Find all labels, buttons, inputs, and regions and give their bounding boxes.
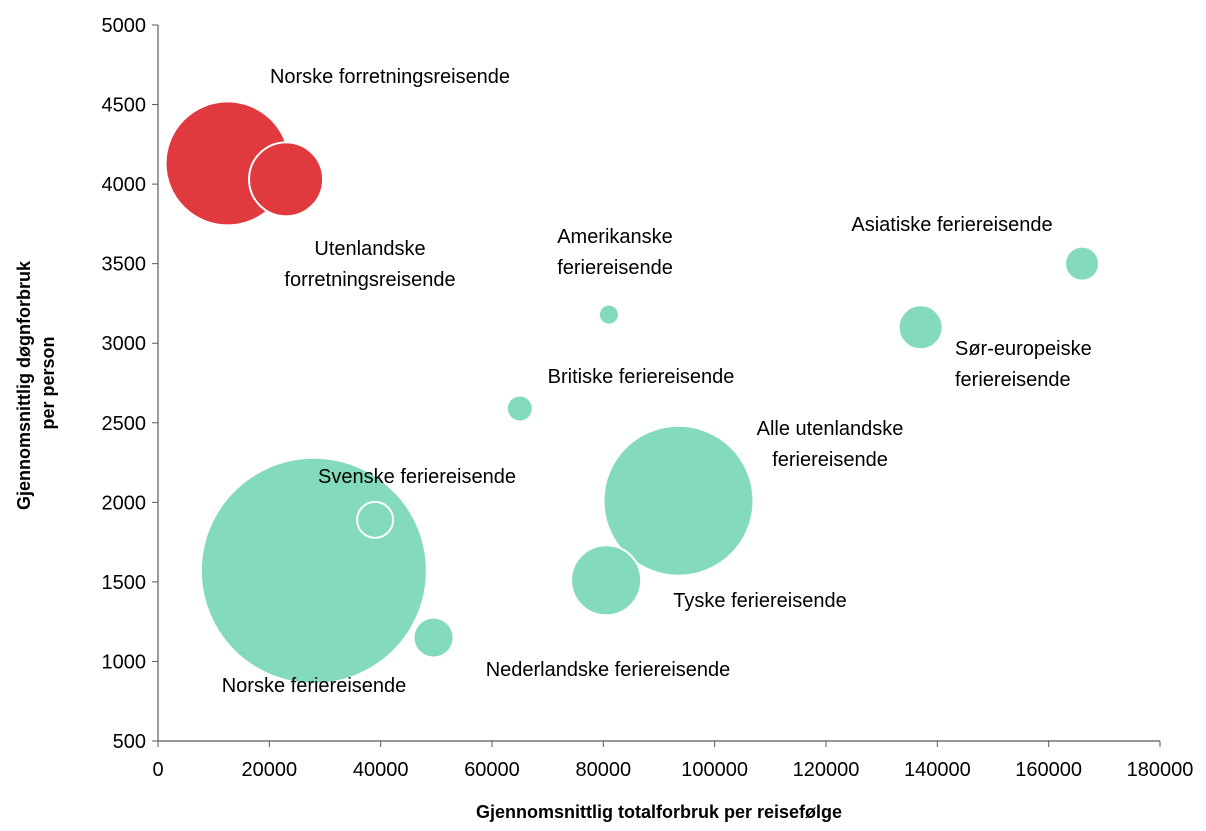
y-tick-label: 5000 [102, 15, 147, 37]
bubble-label-line: Norske forretningsreisende [270, 66, 510, 88]
bubble-label-line: Utenlandske [314, 238, 425, 260]
bubble [897, 304, 944, 351]
x-tick-label: 100000 [681, 759, 748, 781]
x-tick-label: 140000 [904, 759, 971, 781]
bubble-label-line: Nederlandske feriereisende [486, 659, 731, 681]
y-tick-label: 3000 [102, 333, 147, 355]
x-tick-label: 120000 [793, 759, 860, 781]
y-tick-label: 3500 [102, 254, 147, 276]
bubble-label-line: forretningsreisende [284, 269, 455, 291]
bubble [602, 424, 755, 577]
y-tick-label: 2500 [102, 413, 147, 435]
bubble-label-line: feriereisende [955, 369, 1071, 391]
bubble-label-line: feriereisende [557, 257, 673, 279]
bubble [356, 500, 395, 539]
bubble-label: Sør-europeiske feriereisende [955, 338, 1092, 391]
bubble-label-line: Asiatiske feriereisende [851, 214, 1052, 236]
bubble-label-line: feriereisende [772, 449, 888, 471]
bubble-label-line: Sør-europeiske [955, 338, 1092, 360]
y-tick-label: 2000 [102, 492, 147, 514]
bubble-label-line: Amerikanske [557, 226, 673, 248]
bubble-label: Norske feriereisende [222, 675, 407, 697]
x-tick-label: 20000 [242, 759, 298, 781]
x-tick-label: 40000 [353, 759, 409, 781]
x-tick-label: 60000 [464, 759, 520, 781]
bubble-label-line: Tyske feriereisende [673, 590, 846, 612]
bubble-label-line: Norske feriereisende [222, 675, 407, 697]
bubble-label: Britiske feriereisende [548, 366, 735, 388]
y-tick-label: 500 [113, 731, 146, 753]
bubble [412, 616, 455, 659]
bubble-label: Tyske feriereisende [673, 590, 846, 612]
y-axis-title-line: Gjennomsnittlig døgnforbruk [14, 260, 34, 510]
x-tick-label: 180000 [1127, 759, 1194, 781]
bubble-label: Svenske feriereisende [318, 466, 516, 488]
bubble [597, 303, 620, 326]
bubble [1064, 245, 1101, 282]
x-tick-label: 0 [152, 759, 163, 781]
bubble-label: Norske forretningsreisende [270, 66, 510, 88]
bubble-label: Nederlandske feriereisende [486, 659, 731, 681]
bubble-label: Amerikanske feriereisende [557, 226, 673, 279]
bubble-label: Asiatiske feriereisende [851, 214, 1052, 236]
bubble [248, 141, 325, 218]
bubble-label-line: Svenske feriereisende [318, 466, 516, 488]
x-tick-label: 80000 [576, 759, 632, 781]
x-axis-title: Gjennomsnittlig totalforbruk per reisefø… [476, 802, 842, 822]
bubble-label: Utenlandske forretningsreisende [284, 238, 455, 291]
bubble-label-line: Britiske feriereisende [548, 366, 735, 388]
y-tick-label: 1500 [102, 572, 147, 594]
bubble-label-line: Alle utenlandske [757, 418, 904, 440]
bubble [505, 394, 534, 423]
y-tick-label: 1000 [102, 651, 147, 673]
bubble-label: Alle utenlandske feriereisende [757, 418, 904, 471]
y-tick-label: 4500 [102, 95, 147, 117]
y-axis-title-line: per person [38, 336, 58, 429]
y-axis-title: Gjennomsnittlig døgnforbruk per person [14, 256, 58, 510]
y-tick-label: 4000 [102, 174, 147, 196]
x-tick-label: 160000 [1015, 759, 1082, 781]
bubble [199, 456, 428, 685]
bubble [570, 544, 643, 617]
